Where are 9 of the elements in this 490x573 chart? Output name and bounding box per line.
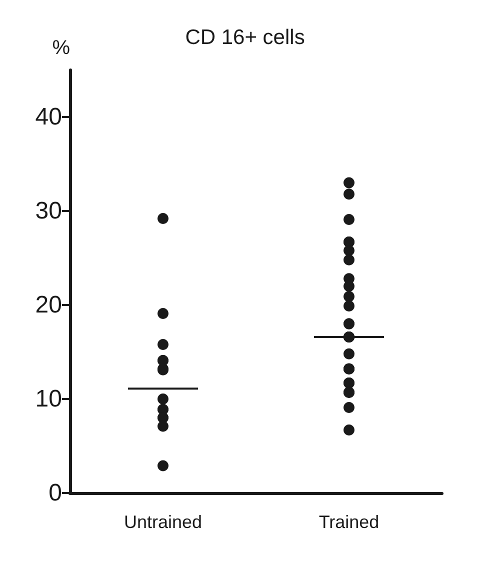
y-axis-title: %	[52, 37, 70, 59]
y-tick-label: 0	[48, 480, 62, 506]
chart-title: CD 16+ cells	[185, 26, 305, 49]
y-tick-label: 20	[35, 292, 62, 318]
x-tick-label: Trained	[318, 512, 380, 532]
x-tick-label: Untrained	[124, 512, 202, 532]
y-tick-label: 40	[35, 104, 62, 130]
y-tick-label: 10	[35, 386, 62, 412]
y-tick-label: 30	[35, 198, 62, 224]
